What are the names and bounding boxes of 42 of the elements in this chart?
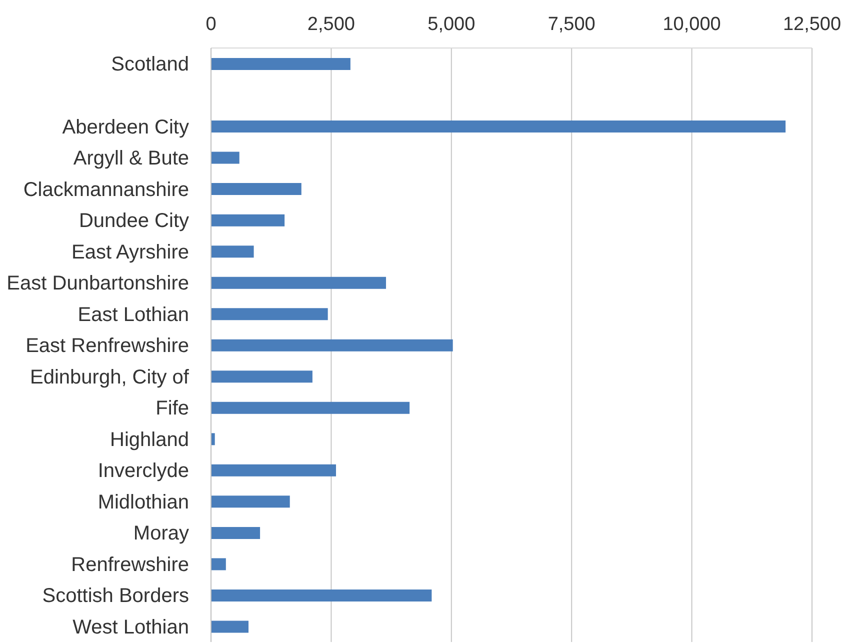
bar <box>211 120 786 133</box>
bar <box>211 152 240 164</box>
bar <box>211 589 432 602</box>
x-tick-label: 10,000 <box>662 14 721 35</box>
x-tick-label: 2,500 <box>307 14 355 35</box>
y-tick-label: Scotland <box>111 54 189 76</box>
y-tick-label: Argyll & Bute <box>73 148 189 170</box>
y-tick-label: Edinburgh, City of <box>30 366 190 388</box>
y-tick-label: East Dunbartonshire <box>6 272 189 295</box>
bar <box>211 214 285 226</box>
bar <box>211 276 386 289</box>
bar <box>211 620 248 633</box>
y-tick-label: Scottish Borders <box>42 585 189 608</box>
bar <box>211 402 410 414</box>
y-tick-label: East Ayrshire <box>72 241 189 264</box>
bar <box>211 58 350 70</box>
bar <box>211 496 290 508</box>
bar <box>211 246 254 258</box>
y-tick-label: East Renfrewshire <box>26 335 189 358</box>
y-tick-label: East Lothian <box>78 304 189 326</box>
y-tick-label: Dundee City <box>78 210 189 232</box>
bar <box>211 526 260 539</box>
y-tick-label: Renfrewshire <box>71 554 189 576</box>
x-tick-label: 12,500 <box>782 14 842 35</box>
x-tick-label: 0 <box>206 14 216 35</box>
y-tick-label: Highland <box>110 428 189 451</box>
bar <box>211 339 453 352</box>
y-tick-label: Moray <box>133 522 189 545</box>
y-tick-label: Aberdeen City <box>62 116 189 138</box>
bar <box>211 558 226 570</box>
bar <box>211 464 336 476</box>
y-tick-label: Midlothian <box>98 491 189 514</box>
y-tick-label: Clackmannanshire <box>23 178 189 201</box>
y-tick-label: West Lothian <box>72 616 189 638</box>
x-tick-label: 5,000 <box>428 14 476 35</box>
bar <box>211 183 302 196</box>
x-tick-label: 7,500 <box>548 14 596 35</box>
bar <box>211 308 328 320</box>
y-tick-label: Inverclyde <box>98 460 189 482</box>
bar <box>211 370 312 383</box>
y-tick-label: Fife <box>156 398 189 420</box>
bar <box>211 433 215 446</box>
